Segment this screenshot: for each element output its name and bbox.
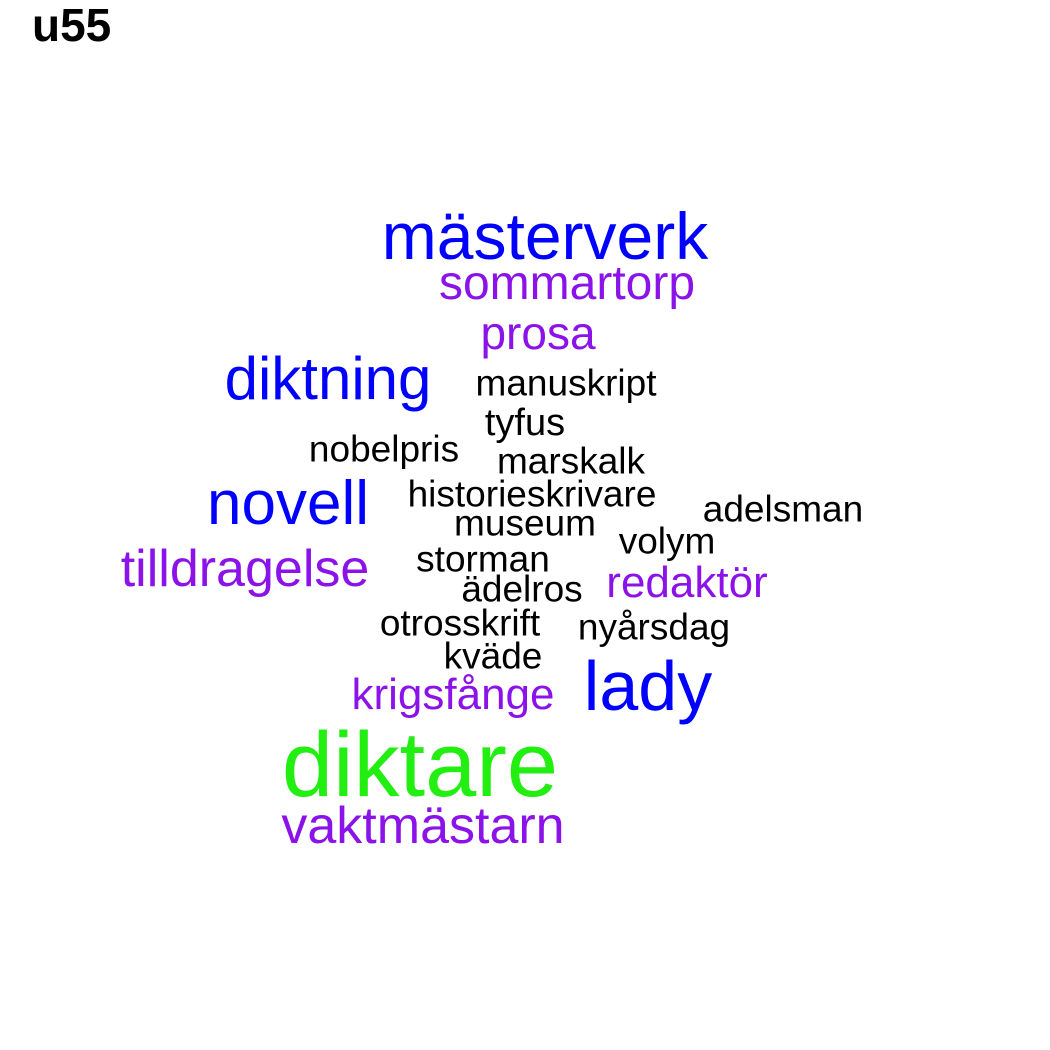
word-adelros: ädelros bbox=[461, 568, 583, 610]
word-nyarsdag: nyårsdag bbox=[577, 606, 731, 648]
word-historieskrivare: historieskrivare bbox=[407, 473, 657, 515]
word-tilldragelse: tilldragelse bbox=[120, 540, 370, 598]
word-nobelpris: nobelpris bbox=[308, 428, 460, 470]
word-kvade: kväde bbox=[443, 635, 543, 677]
word-manuskript: manuskript bbox=[475, 362, 657, 404]
word-novell: novell bbox=[207, 469, 369, 538]
word-krigsfange: krigsfånge bbox=[351, 670, 555, 719]
word-tyfus: tyfus bbox=[484, 402, 566, 444]
word-vaktmastarn: vaktmästarn bbox=[281, 797, 565, 855]
word-lady: lady bbox=[583, 647, 713, 725]
page-title: u55 bbox=[32, 0, 112, 51]
word-diktare: diktare bbox=[281, 714, 559, 816]
word-otrosskrift: otrosskrift bbox=[379, 602, 541, 644]
word-diktning: diktning bbox=[224, 345, 432, 412]
word-masterverk: mästerverk bbox=[381, 199, 709, 273]
word-museum: museum bbox=[454, 502, 596, 544]
word-adelsman: adelsman bbox=[702, 488, 864, 530]
word-storman: storman bbox=[416, 538, 550, 580]
word-prosa: prosa bbox=[480, 307, 596, 359]
word-marskalk: marskalk bbox=[496, 440, 646, 482]
word-sommartorp: sommartorp bbox=[438, 257, 696, 310]
word-volym: volym bbox=[618, 520, 716, 562]
word-redaktor: redaktör bbox=[606, 558, 768, 607]
